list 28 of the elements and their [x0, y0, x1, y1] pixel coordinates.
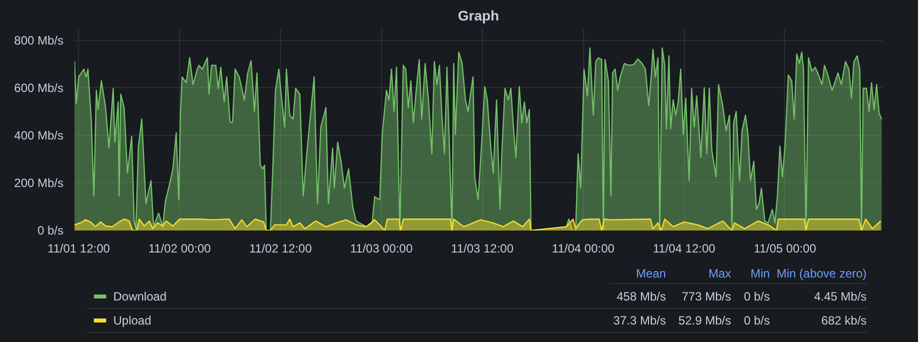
legend-label: Upload [113, 314, 152, 328]
x-tick-label: 11/01 12:00 [47, 242, 110, 256]
x-tick-label: 11/04 12:00 [652, 242, 716, 256]
y-tick-label: 600 Mb/s [14, 80, 64, 95]
legend-label: Download [113, 290, 167, 304]
x-tick-label: 11/02 00:00 [148, 242, 212, 256]
text: 773 Mb/s [682, 290, 732, 304]
text: 4.45 Mb/s [814, 290, 867, 304]
chart-title: Graph [458, 8, 500, 24]
x-tick-label: 11/04 00:00 [552, 242, 615, 256]
text: Max [708, 266, 732, 280]
text: Min [750, 266, 770, 280]
x-tick-label: 11/02 12:00 [249, 242, 312, 256]
x-tick-label: 11/05 00:00 [754, 242, 817, 256]
y-tick-label: 400 Mb/s [14, 128, 64, 142]
text: 37.3 Mb/s [613, 314, 666, 328]
text: 0 b/s [744, 314, 770, 328]
text: 0 b/s [744, 290, 770, 304]
y-tick-label: 0 b/s [37, 224, 64, 238]
text: 682 kb/s [821, 314, 867, 328]
text: Min (above zero) [776, 266, 867, 280]
text: 458 Mb/s [616, 290, 666, 304]
text: 52.9 Mb/s [678, 314, 732, 328]
text: Mean [636, 266, 666, 280]
x-tick-label: 11/03 00:00 [350, 242, 413, 256]
x-tick-label: 11/03 12:00 [451, 242, 514, 256]
y-tick-label: 200 Mb/s [14, 176, 64, 190]
y-tick-label: 800 Mb/s [14, 33, 64, 48]
